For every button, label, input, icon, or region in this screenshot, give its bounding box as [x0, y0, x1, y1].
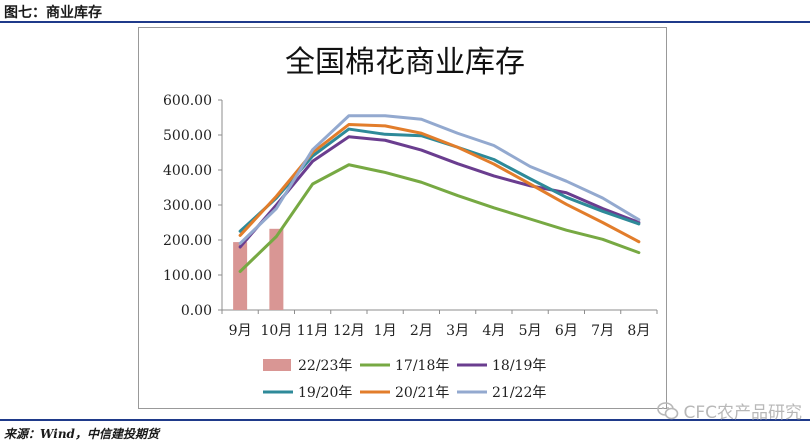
legend-label: 17/18年	[395, 358, 449, 374]
header-rule	[0, 21, 810, 23]
x-tick-label: 8月	[627, 323, 650, 339]
legend-label: 21/22年	[492, 385, 546, 401]
series-line-5	[238, 114, 641, 245]
legend-swatch	[263, 359, 291, 371]
x-tick-label: 4月	[482, 323, 505, 339]
x-tick-label: 6月	[555, 323, 578, 339]
y-tick-label: 200.00	[163, 233, 212, 249]
watermark: CFC农产品研究	[657, 398, 802, 423]
y-tick-label: 400.00	[163, 163, 212, 179]
y-tick-label: 500.00	[163, 128, 212, 144]
chart-frame	[138, 27, 667, 409]
y-tick-label: 600.00	[163, 93, 212, 109]
x-tick-label: 1月	[374, 323, 397, 339]
wechat-icon	[657, 401, 679, 419]
watermark-text: CFC农产品研究	[683, 403, 802, 423]
bar-22-23	[269, 228, 284, 310]
x-tick-label: 11月	[297, 323, 329, 339]
legend-label: 22/23年	[298, 358, 352, 374]
x-tick-label: 10月	[260, 323, 292, 339]
legend-label: 20/21年	[395, 385, 449, 401]
x-tick-label: 12月	[333, 323, 365, 339]
y-tick-label: 300.00	[163, 198, 212, 214]
x-tick-label: 2月	[410, 323, 433, 339]
y-tick-label: 0.00	[181, 303, 212, 319]
figure-source: 来源：Wind，中信建投期货	[4, 427, 159, 441]
bar-22-23	[233, 242, 248, 310]
series-line-2	[238, 135, 641, 249]
series-line-3	[238, 127, 641, 233]
series-line-1	[238, 163, 641, 273]
legend-label: 19/20年	[298, 385, 352, 401]
footer-rule	[0, 419, 810, 421]
x-tick-label: 3月	[446, 323, 469, 339]
y-tick-label: 100.00	[163, 268, 212, 284]
x-tick-label: 7月	[591, 323, 614, 339]
chart-title: 全国棉花商业库存	[285, 45, 525, 80]
x-tick-label: 9月	[229, 323, 252, 339]
figure-header: 图七：商业库存	[4, 5, 102, 21]
x-tick-label: 5月	[519, 323, 542, 339]
legend-label: 18/19年	[492, 358, 546, 374]
